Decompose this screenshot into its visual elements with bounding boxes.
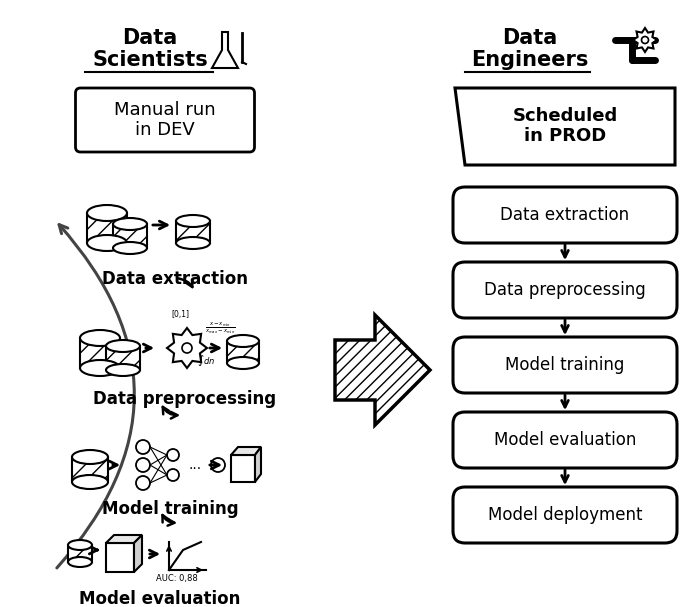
Ellipse shape bbox=[80, 330, 120, 346]
Ellipse shape bbox=[227, 335, 259, 347]
FancyBboxPatch shape bbox=[453, 187, 677, 243]
Polygon shape bbox=[87, 213, 127, 243]
Ellipse shape bbox=[113, 242, 147, 254]
Polygon shape bbox=[633, 28, 657, 52]
Ellipse shape bbox=[68, 557, 92, 567]
Text: Model evaluation: Model evaluation bbox=[79, 590, 241, 607]
Ellipse shape bbox=[641, 36, 648, 44]
Text: Engineers: Engineers bbox=[471, 50, 589, 70]
Polygon shape bbox=[212, 32, 238, 68]
Polygon shape bbox=[72, 457, 108, 482]
Polygon shape bbox=[255, 447, 261, 482]
Text: AUC: 0,88: AUC: 0,88 bbox=[156, 574, 198, 583]
Ellipse shape bbox=[176, 215, 210, 227]
Polygon shape bbox=[68, 545, 92, 562]
Ellipse shape bbox=[72, 450, 108, 464]
Text: ...: ... bbox=[188, 458, 202, 472]
Ellipse shape bbox=[72, 475, 108, 489]
Text: Scientists: Scientists bbox=[92, 50, 208, 70]
FancyBboxPatch shape bbox=[453, 262, 677, 318]
Text: Data extraction: Data extraction bbox=[500, 206, 629, 224]
Text: Data: Data bbox=[122, 28, 178, 48]
Polygon shape bbox=[134, 535, 142, 572]
FancyBboxPatch shape bbox=[453, 337, 677, 393]
Text: [0,1]: [0,1] bbox=[171, 310, 189, 319]
Ellipse shape bbox=[87, 205, 127, 221]
Text: $\frac{x-x_{min}}{x_{max}-x_{min}}$: $\frac{x-x_{min}}{x_{max}-x_{min}}$ bbox=[205, 320, 235, 336]
Polygon shape bbox=[335, 315, 430, 425]
Ellipse shape bbox=[106, 364, 140, 376]
Text: Model evaluation: Model evaluation bbox=[494, 431, 636, 449]
Text: $\int dn$: $\int dn$ bbox=[197, 353, 215, 367]
FancyBboxPatch shape bbox=[76, 88, 255, 152]
Text: Manual run
in DEV: Manual run in DEV bbox=[114, 101, 216, 140]
Text: Model training: Model training bbox=[102, 500, 238, 518]
Polygon shape bbox=[176, 221, 210, 243]
Ellipse shape bbox=[176, 237, 210, 249]
Polygon shape bbox=[106, 543, 134, 572]
Polygon shape bbox=[231, 455, 255, 482]
Polygon shape bbox=[167, 328, 207, 368]
Text: Data preprocessing: Data preprocessing bbox=[93, 390, 276, 408]
Text: Data preprocessing: Data preprocessing bbox=[484, 281, 646, 299]
Polygon shape bbox=[106, 346, 140, 370]
Text: Model training: Model training bbox=[505, 356, 624, 374]
Text: Data: Data bbox=[503, 28, 558, 48]
FancyBboxPatch shape bbox=[453, 487, 677, 543]
Ellipse shape bbox=[68, 540, 92, 550]
Polygon shape bbox=[80, 338, 120, 368]
Ellipse shape bbox=[87, 235, 127, 251]
Ellipse shape bbox=[113, 218, 147, 230]
Ellipse shape bbox=[227, 357, 259, 369]
Polygon shape bbox=[455, 88, 675, 165]
Text: Data extraction: Data extraction bbox=[102, 270, 248, 288]
Polygon shape bbox=[106, 535, 142, 543]
Text: Scheduled
in PROD: Scheduled in PROD bbox=[512, 107, 617, 146]
Polygon shape bbox=[227, 341, 259, 363]
Ellipse shape bbox=[182, 343, 192, 353]
Ellipse shape bbox=[106, 340, 140, 352]
Polygon shape bbox=[113, 224, 147, 248]
FancyBboxPatch shape bbox=[453, 412, 677, 468]
Ellipse shape bbox=[80, 360, 120, 376]
Polygon shape bbox=[231, 447, 261, 455]
Text: Model deployment: Model deployment bbox=[488, 506, 643, 524]
